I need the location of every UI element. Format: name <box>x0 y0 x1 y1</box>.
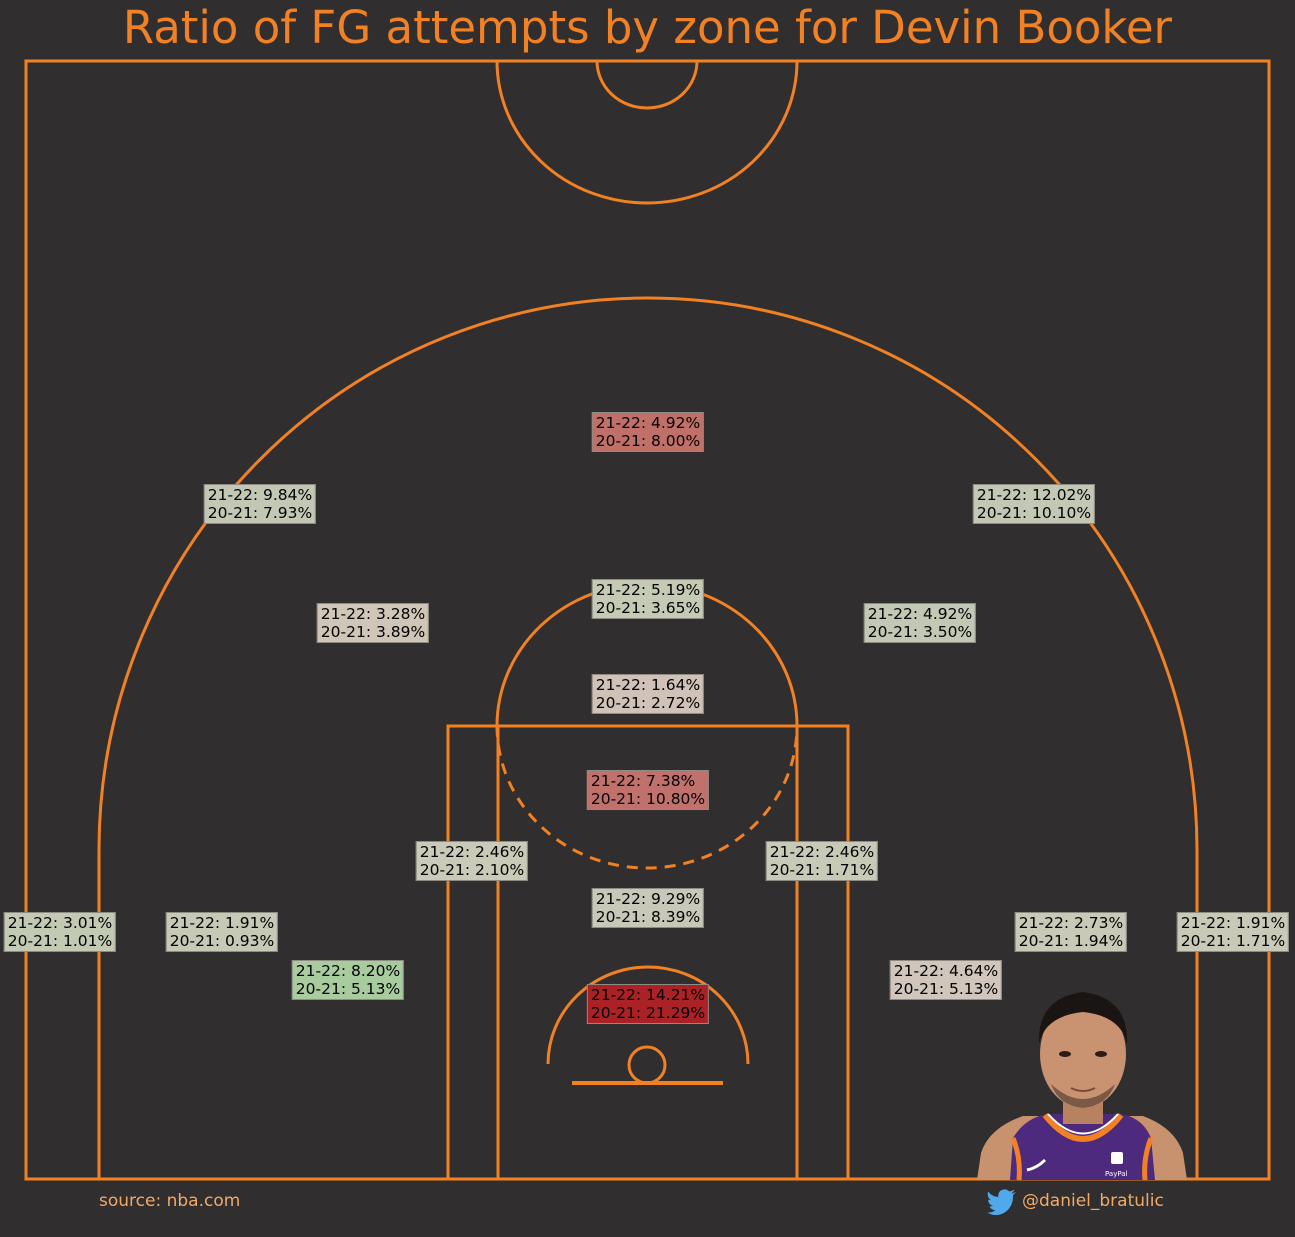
player-photo: PayPal <box>977 992 1187 1180</box>
zone-value-2021: 20-21: 0.93% <box>169 932 275 950</box>
zone-label: 21-22: 3.01% 20-21: 1.01% <box>3 912 117 952</box>
zone-label: 21-22: 4.92% 20-21: 3.50% <box>863 603 977 643</box>
zone-label: 21-22: 1.91% 20-21: 0.93% <box>165 912 279 952</box>
chart-title: Ratio of FG attempts by zone for Devin B… <box>122 1 1173 54</box>
zone-value-2122: 21-22: 9.84% <box>207 486 313 504</box>
zone-label: 21-22: 8.20% 20-21: 5.13% <box>291 960 405 1000</box>
zone-label: 21-22: 7.38% 20-21: 10.80% <box>586 770 710 810</box>
zone-value-2021: 20-21: 1.01% <box>7 932 113 950</box>
zone-value-2122: 21-22: 1.91% <box>1180 914 1286 932</box>
zone-value-2122: 21-22: 12.02% <box>976 486 1092 504</box>
zone-value-2122: 21-22: 2.46% <box>419 843 525 861</box>
zone-value-2021: 20-21: 3.65% <box>595 599 701 617</box>
zone-value-2122: 21-22: 3.01% <box>7 914 113 932</box>
zone-value-2122: 21-22: 2.46% <box>769 843 875 861</box>
zone-label: 21-22: 3.28% 20-21: 3.89% <box>316 603 430 643</box>
zone-value-2021: 20-21: 2.72% <box>595 694 701 712</box>
zone-value-2021: 20-21: 10.80% <box>590 790 706 808</box>
zone-label: 21-22: 14.21% 20-21: 21.29% <box>586 984 710 1024</box>
zone-label: 21-22: 1.64% 20-21: 2.72% <box>591 674 705 714</box>
zone-label: 21-22: 9.84% 20-21: 7.93% <box>203 484 317 524</box>
zone-label: 21-22: 4.92% 20-21: 8.00% <box>591 412 705 452</box>
zone-value-2122: 21-22: 9.29% <box>595 890 701 908</box>
zone-value-2122: 21-22: 3.28% <box>320 605 426 623</box>
center-circle-outer <box>495 60 799 205</box>
twitter-icon <box>987 1189 1016 1215</box>
zone-label: 21-22: 2.46% 20-21: 2.10% <box>415 841 529 881</box>
rim <box>627 1045 667 1085</box>
zone-value-2021: 20-21: 8.39% <box>595 908 701 926</box>
zone-value-2021: 20-21: 3.89% <box>320 623 426 641</box>
zone-label: 21-22: 12.02% 20-21: 10.10% <box>972 484 1096 524</box>
zone-value-2122: 21-22: 1.64% <box>595 676 701 694</box>
zone-label: 21-22: 2.73% 20-21: 1.94% <box>1014 912 1128 952</box>
source-note: source: nba.com <box>99 1191 241 1211</box>
zone-value-2021: 20-21: 2.10% <box>419 861 525 879</box>
zone-value-2122: 21-22: 5.19% <box>595 581 701 599</box>
zone-value-2021: 20-21: 3.50% <box>867 623 973 641</box>
zone-label: 21-22: 9.29% 20-21: 8.39% <box>591 888 705 928</box>
zone-value-2122: 21-22: 8.20% <box>295 962 401 980</box>
zone-label: 21-22: 4.64% 20-21: 5.13% <box>889 960 1003 1000</box>
zone-value-2122: 21-22: 7.38% <box>590 772 696 790</box>
zone-value-2122: 21-22: 4.64% <box>893 962 999 980</box>
three-point-arc <box>97 296 1199 851</box>
zone-value-2021: 20-21: 10.10% <box>976 504 1092 522</box>
zone-value-2122: 21-22: 4.92% <box>867 605 973 623</box>
zone-value-2122: 21-22: 4.92% <box>595 414 701 432</box>
twitter-handle: @daniel_bratulic <box>1022 1191 1164 1211</box>
free-throw-circle-bottom-dashed <box>495 725 799 870</box>
zone-label: 21-22: 5.19% 20-21: 3.65% <box>591 579 705 619</box>
zone-value-2021: 20-21: 1.71% <box>1180 932 1286 950</box>
zone-value-2122: 21-22: 1.91% <box>169 914 275 932</box>
center-circle-inner <box>595 60 699 110</box>
zone-value-2021: 20-21: 21.29% <box>590 1004 706 1022</box>
zone-label: 21-22: 1.91% 20-21: 1.71% <box>1176 912 1290 952</box>
zone-value-2122: 21-22: 14.21% <box>590 986 706 1004</box>
zone-value-2021: 20-21: 5.13% <box>893 980 999 998</box>
zone-value-2122: 21-22: 2.73% <box>1018 914 1124 932</box>
zone-value-2021: 20-21: 1.71% <box>769 861 875 879</box>
svg-text:PayPal: PayPal <box>1105 1170 1128 1178</box>
court-lines <box>24 59 1271 1181</box>
zone-value-2021: 20-21: 1.94% <box>1018 932 1124 950</box>
zone-label: 21-22: 2.46% 20-21: 1.71% <box>765 841 879 881</box>
zone-value-2021: 20-21: 7.93% <box>207 504 313 522</box>
restricted-area-arc <box>546 965 750 1065</box>
paint-outer <box>446 724 850 1181</box>
zone-value-2021: 20-21: 8.00% <box>595 432 701 450</box>
zone-value-2021: 20-21: 5.13% <box>295 980 401 998</box>
